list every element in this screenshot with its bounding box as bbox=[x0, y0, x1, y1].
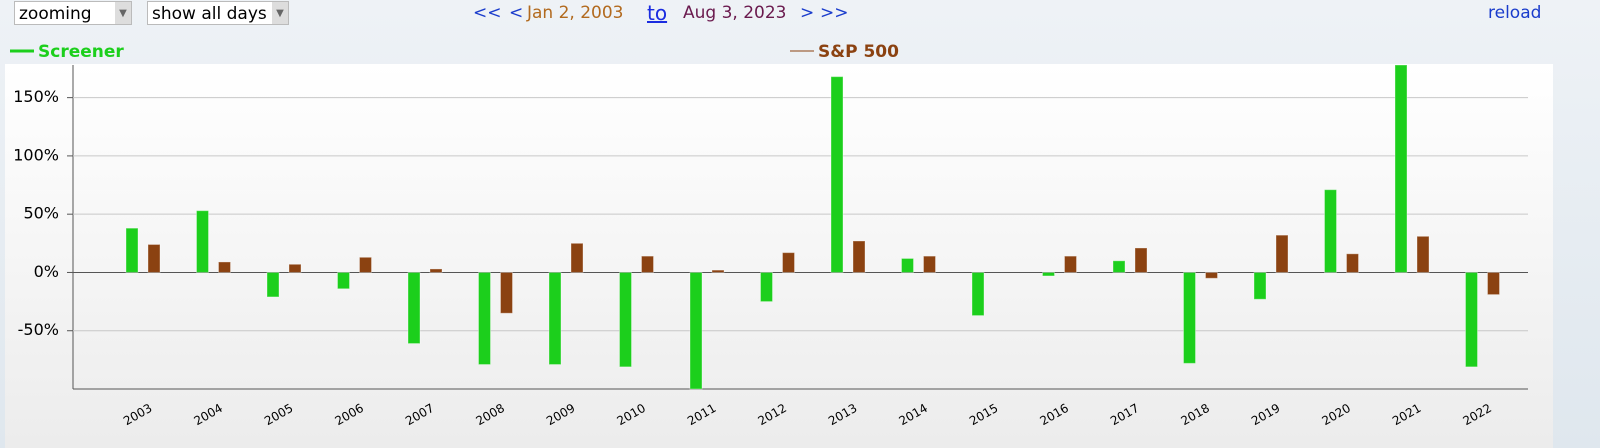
bar bbox=[570, 242, 584, 273]
bar bbox=[1183, 271, 1196, 364]
bar bbox=[218, 261, 231, 273]
bar bbox=[782, 252, 795, 273]
bar bbox=[500, 271, 513, 314]
bar bbox=[1465, 271, 1478, 368]
bar bbox=[359, 256, 372, 273]
bar bbox=[337, 271, 350, 290]
to-link[interactable]: to bbox=[647, 1, 668, 25]
plot-background bbox=[5, 64, 1553, 448]
bar bbox=[1346, 253, 1359, 273]
legend-label: Screener bbox=[38, 42, 124, 62]
bar bbox=[1253, 271, 1267, 300]
bar bbox=[619, 271, 632, 368]
bar bbox=[901, 257, 914, 273]
bar bbox=[641, 255, 654, 273]
nav-first[interactable]: << bbox=[473, 3, 502, 23]
bar bbox=[923, 255, 936, 273]
nav-prev[interactable]: < bbox=[509, 3, 524, 23]
days-select[interactable]: show all days ▼ bbox=[147, 1, 289, 25]
zoom-select-text: zooming bbox=[19, 4, 92, 24]
bar bbox=[288, 263, 302, 273]
bar bbox=[125, 227, 139, 273]
legend-label: S&P 500 bbox=[818, 42, 899, 62]
bar bbox=[429, 268, 443, 273]
bar bbox=[1064, 255, 1077, 273]
days-select-text: show all days bbox=[152, 4, 267, 24]
zoom-select[interactable]: zooming ▼ bbox=[14, 1, 132, 25]
bar bbox=[548, 271, 562, 366]
bar bbox=[407, 271, 421, 345]
y-tick-label: 150% bbox=[13, 87, 59, 106]
bar bbox=[1275, 234, 1289, 273]
dropdown-arrow: ▼ bbox=[115, 2, 131, 24]
bar bbox=[1042, 271, 1055, 277]
bar bbox=[971, 271, 985, 317]
nav-last[interactable]: >> bbox=[820, 3, 849, 23]
bar bbox=[478, 271, 491, 366]
bar bbox=[196, 210, 209, 273]
reload-link[interactable]: reload bbox=[1488, 3, 1542, 23]
bar bbox=[1112, 260, 1126, 273]
bar bbox=[1487, 271, 1500, 296]
bar bbox=[266, 271, 280, 298]
bar bbox=[852, 240, 866, 273]
bar bbox=[760, 271, 773, 303]
toolbar: zooming ▼ show all days ▼ << < Jan 2, 2003… bbox=[0, 0, 1600, 30]
bar bbox=[1394, 64, 1408, 273]
y-tick-label: 100% bbox=[13, 145, 59, 164]
nav-next[interactable]: > bbox=[800, 3, 815, 23]
y-tick-label: 50% bbox=[23, 204, 59, 223]
end-date[interactable]: Aug 3, 2023 bbox=[683, 3, 787, 23]
bar bbox=[147, 243, 161, 273]
bar bbox=[1134, 247, 1148, 273]
bar bbox=[1205, 271, 1218, 279]
y-tick-label: 0% bbox=[34, 262, 59, 281]
bar bbox=[830, 76, 844, 273]
bar bbox=[711, 269, 725, 273]
bar bbox=[1416, 235, 1430, 273]
bar bbox=[1324, 189, 1337, 273]
bar bbox=[689, 271, 703, 390]
y-tick-label: -50% bbox=[18, 320, 59, 339]
dropdown-arrow: ▼ bbox=[272, 2, 288, 24]
start-date[interactable]: Jan 2, 2003 bbox=[527, 3, 624, 23]
